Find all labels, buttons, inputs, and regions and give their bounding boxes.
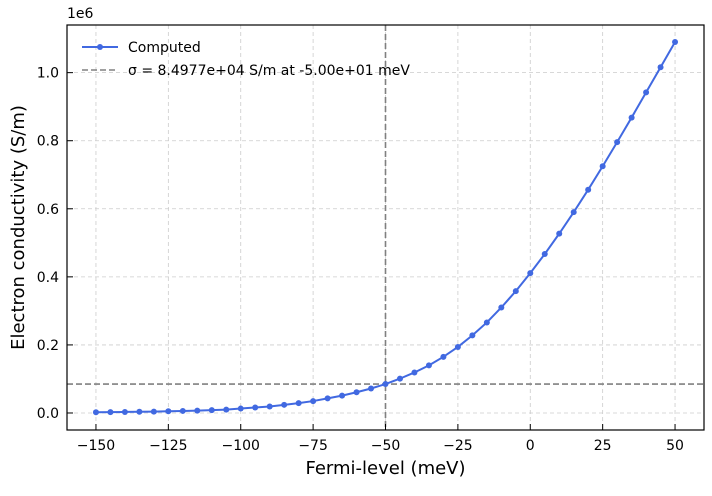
data-point [628, 114, 635, 121]
data-point [527, 270, 534, 277]
data-point [339, 392, 346, 399]
data-point [150, 408, 157, 415]
x-tick-label: −75 [298, 438, 328, 454]
y-axis-title: Electron conductivity (S/m) [8, 105, 29, 350]
data-point [512, 288, 519, 295]
data-point [194, 407, 201, 414]
data-point [599, 163, 606, 170]
data-point [425, 362, 432, 369]
y-tick-label: 0.6 [37, 202, 59, 218]
y-tick-label: 0.8 [37, 134, 59, 150]
data-point [556, 230, 563, 237]
data-point [92, 409, 99, 416]
reference-lines [67, 25, 704, 430]
data-point [136, 408, 143, 415]
data-point [643, 89, 650, 96]
data-point [237, 405, 244, 412]
x-axis-title: Fermi-level (meV) [305, 458, 465, 479]
data-point [310, 398, 317, 405]
data-point [498, 304, 505, 311]
y-tick-label: 0.0 [37, 406, 59, 422]
x-tick-label: −50 [371, 438, 401, 454]
data-point [440, 353, 447, 360]
data-point [469, 332, 476, 339]
data-point [368, 385, 375, 392]
x-tick-label: 0 [526, 438, 535, 454]
data-point [324, 395, 331, 402]
data-point [585, 186, 592, 193]
series-layer [92, 39, 679, 416]
x-tick-label: −100 [222, 438, 260, 454]
data-point [353, 389, 360, 396]
data-point [165, 408, 172, 415]
x-tick-label: −150 [77, 438, 115, 454]
data-point [614, 139, 621, 146]
y-tick-label: 0.2 [37, 338, 59, 354]
ticks: −150 −125 −100 −75 −50 −25 0 25 50 0.0 0.2 0.4 0.6 0.… [37, 66, 684, 454]
legend-label-reference: σ = 8.4977e+04 S/m at -5.00e+01 meV [128, 63, 410, 79]
data-point [179, 407, 186, 414]
data-point [295, 400, 302, 407]
x-tick-label: −125 [149, 438, 187, 454]
legend-entry-reference: σ = 8.4977e+04 S/m at -5.00e+01 meV [82, 63, 410, 79]
legend: Computed σ = 8.4977e+04 S/m at -5.00e+01… [82, 40, 410, 79]
data-point [281, 401, 288, 408]
data-point [672, 39, 679, 46]
legend-marker-computed [97, 44, 103, 50]
x-tick-label: −25 [443, 438, 473, 454]
legend-entry-computed: Computed [82, 40, 201, 56]
data-point [223, 406, 230, 413]
legend-label-computed: Computed [128, 40, 201, 56]
x-tick-label: 25 [594, 438, 612, 454]
y-axis-offset-text: 1e6 [67, 6, 94, 22]
data-point [252, 404, 259, 411]
data-point [541, 251, 548, 258]
data-point [411, 369, 418, 376]
x-tick-label: 50 [666, 438, 684, 454]
data-point [208, 407, 215, 414]
data-point [657, 64, 664, 71]
data-point [107, 409, 114, 416]
data-point [382, 381, 389, 388]
data-point [266, 403, 273, 410]
y-tick-label: 0.4 [37, 270, 59, 286]
data-point [454, 343, 461, 350]
y-tick-label: 1.0 [37, 66, 59, 82]
data-point [570, 209, 577, 216]
data-point [396, 375, 403, 382]
data-point [483, 319, 490, 326]
data-point [121, 408, 128, 415]
